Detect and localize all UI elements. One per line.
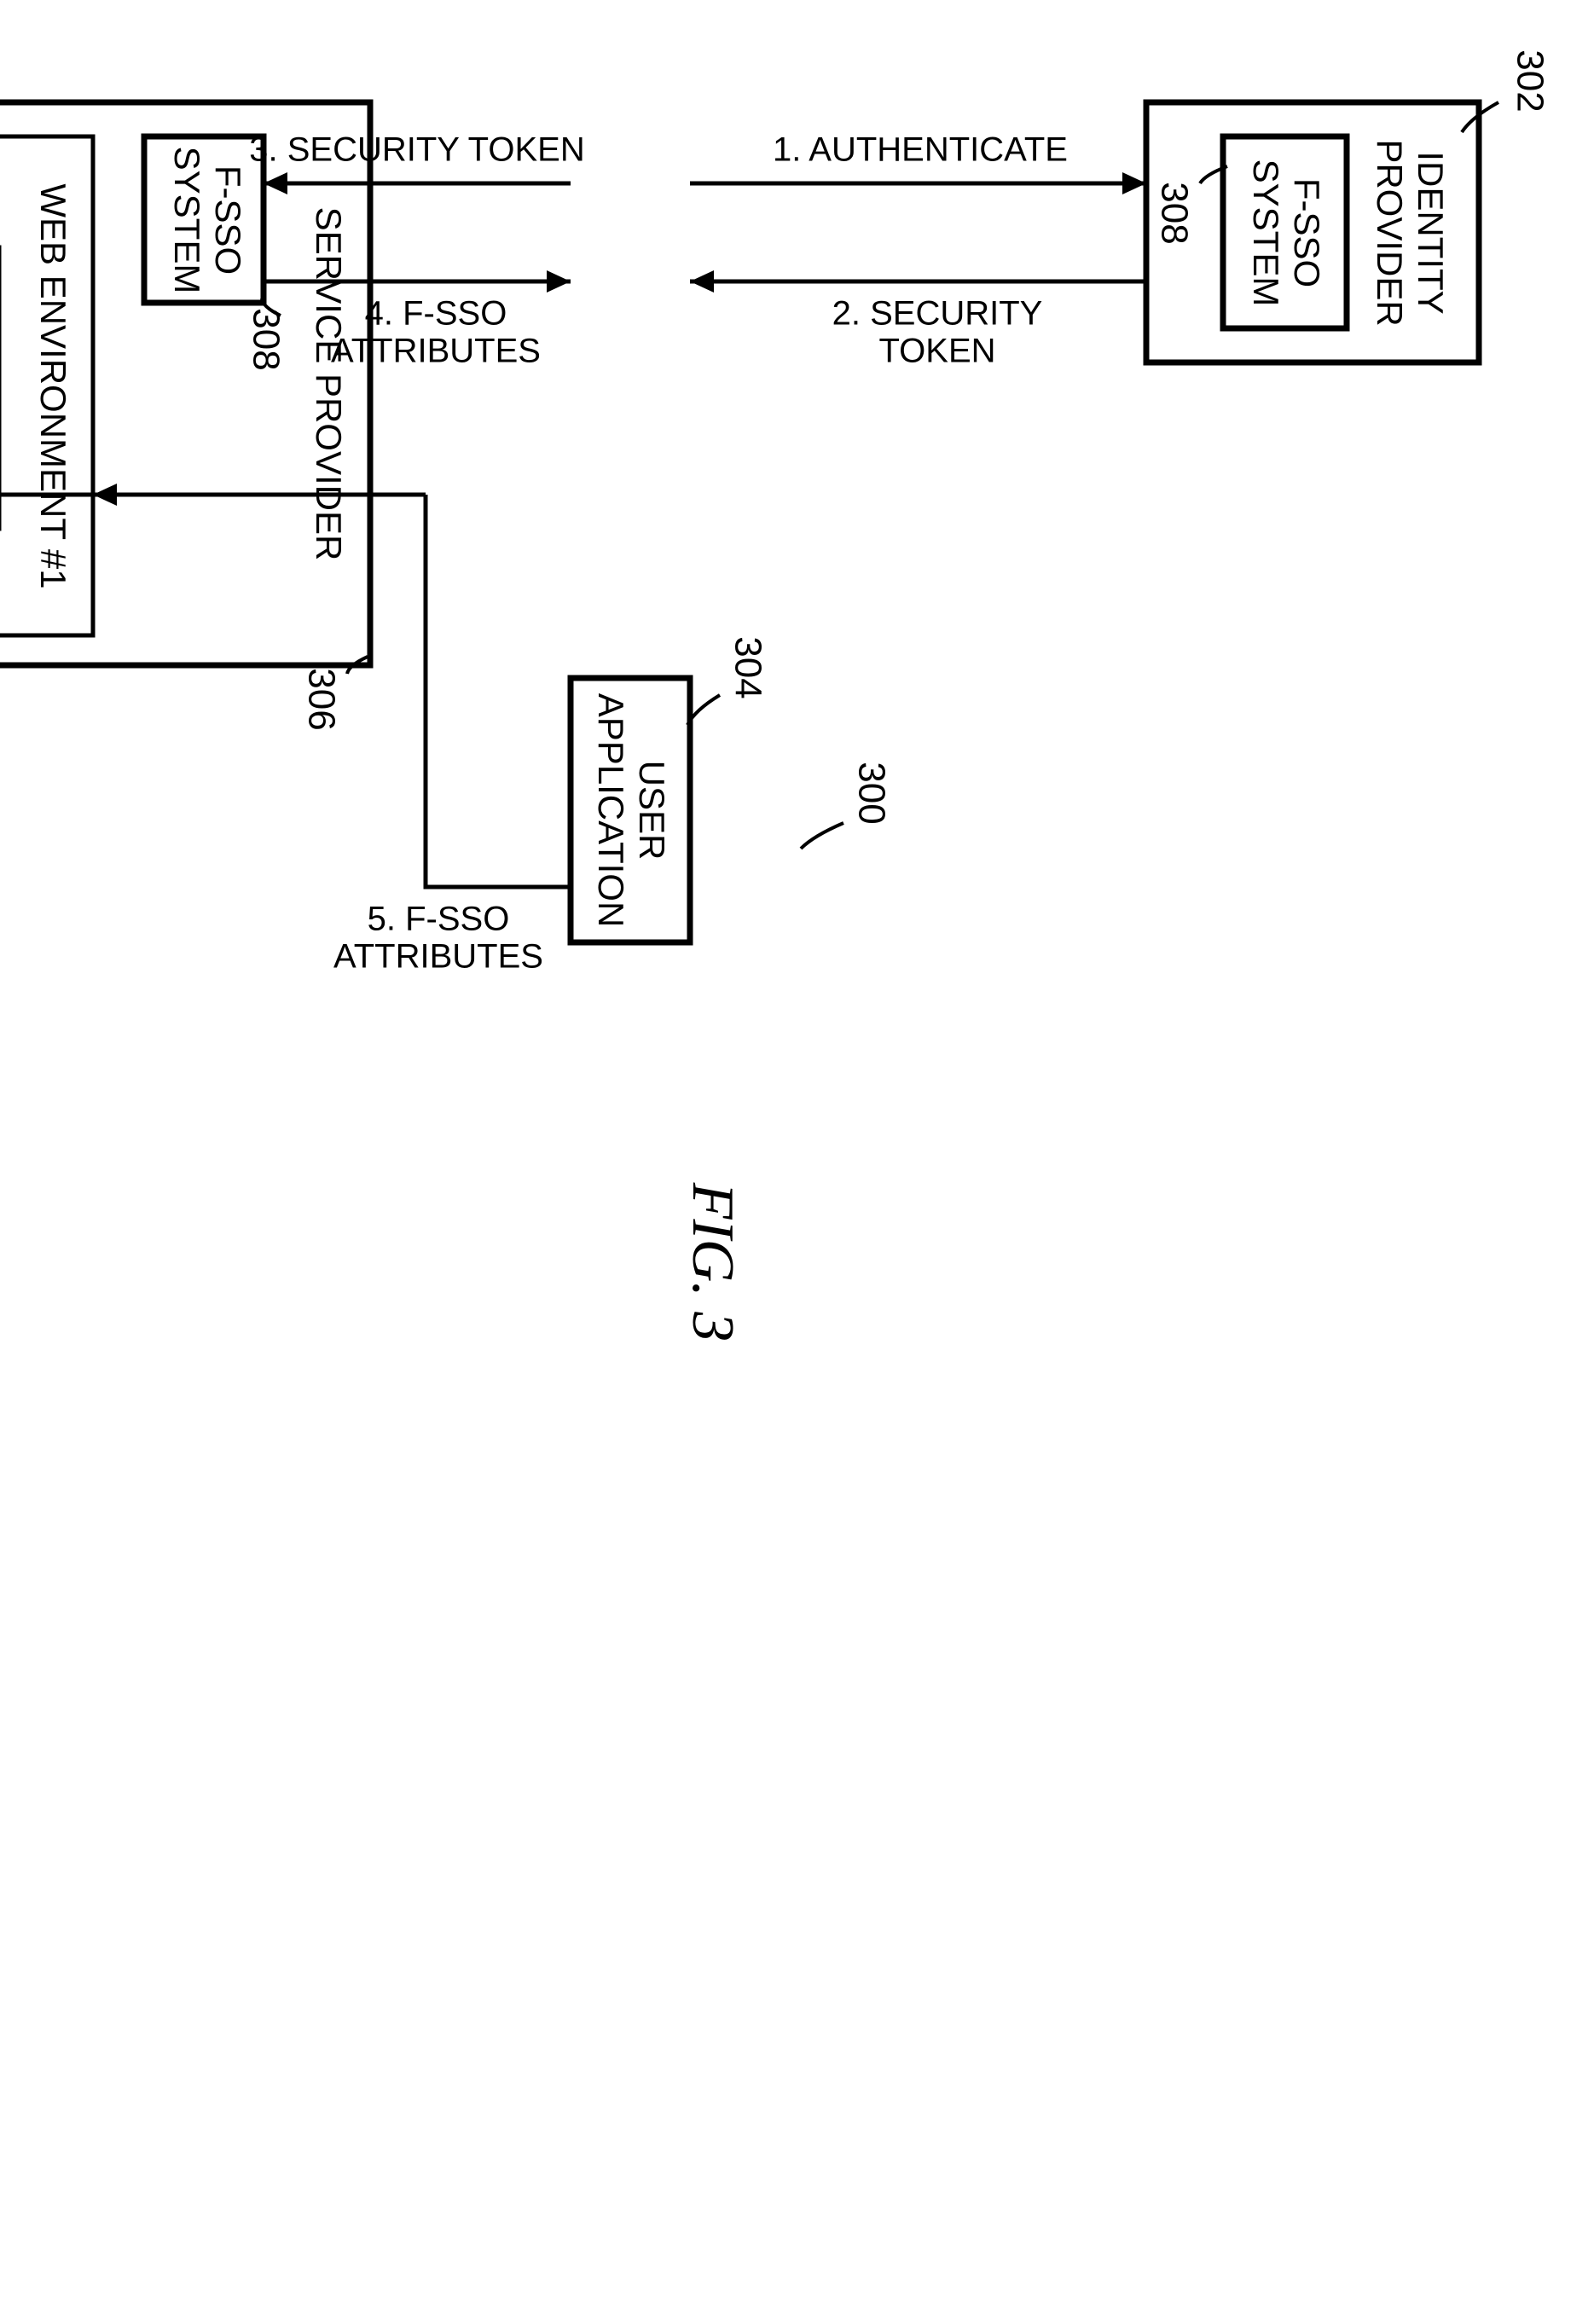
- identity-provider-title-l0: IDENTITY: [1411, 151, 1451, 314]
- sp-fsso-label-l1: SYSTEM: [167, 147, 207, 294]
- ref-300-lead: [801, 823, 843, 849]
- web-env-1-title: WEB ENVIRONMENT #1: [33, 183, 73, 588]
- lbl-fsso-5-l1: ATTRIBUTES: [333, 938, 543, 976]
- arrow-fsso-5-trunk: [426, 495, 571, 887]
- ref-304-num: 304: [727, 636, 768, 698]
- service-provider-title: SERVICE PROVIDER: [309, 207, 349, 561]
- lbl-authenticate-l0: 1. AUTHENTICATE: [773, 131, 1068, 169]
- arrow-fsso-4-head: [547, 270, 571, 293]
- ref-302-num: 302: [1509, 49, 1551, 112]
- lbl-fsso-4-l0: 4. F-SSO: [365, 295, 507, 333]
- lbl-fsso-5-l0: 5. F-SSO: [368, 901, 510, 938]
- user-app-label-l1: APPLICATION: [591, 693, 631, 928]
- ref-300-num: 300: [850, 762, 892, 824]
- ref-308-sp-num: 308: [245, 308, 287, 370]
- arrow-authenticate-head: [1122, 172, 1146, 194]
- ref-308-idp-num: 308: [1153, 182, 1195, 244]
- user-app-label-l0: USER: [632, 761, 672, 861]
- fsso-diagram: IDENTITYPROVIDER302F-SSOSYSTEM308USERAPP…: [0, 0, 1594, 2324]
- lbl-sectoken-2-l1: TOKEN: [878, 333, 995, 370]
- figure-label: FIG. 3: [680, 1182, 745, 1342]
- ref-306-num: 306: [300, 668, 342, 730]
- idp-fsso-label-l1: SYSTEM: [1246, 159, 1286, 307]
- lbl-sectoken-3-l0: 3. SECURITY TOKEN: [249, 131, 584, 169]
- lbl-fsso-4-l1: ATTRIBUTES: [331, 333, 541, 370]
- arrow-sectoken-2-head: [690, 270, 714, 293]
- sp-fsso-label-l0: F-SSO: [208, 165, 248, 275]
- lbl-sectoken-2-l0: 2. SECURITY: [832, 295, 1043, 333]
- identity-provider-title-l1: PROVIDER: [1370, 139, 1410, 326]
- idp-fsso-label-l0: F-SSO: [1287, 178, 1327, 287]
